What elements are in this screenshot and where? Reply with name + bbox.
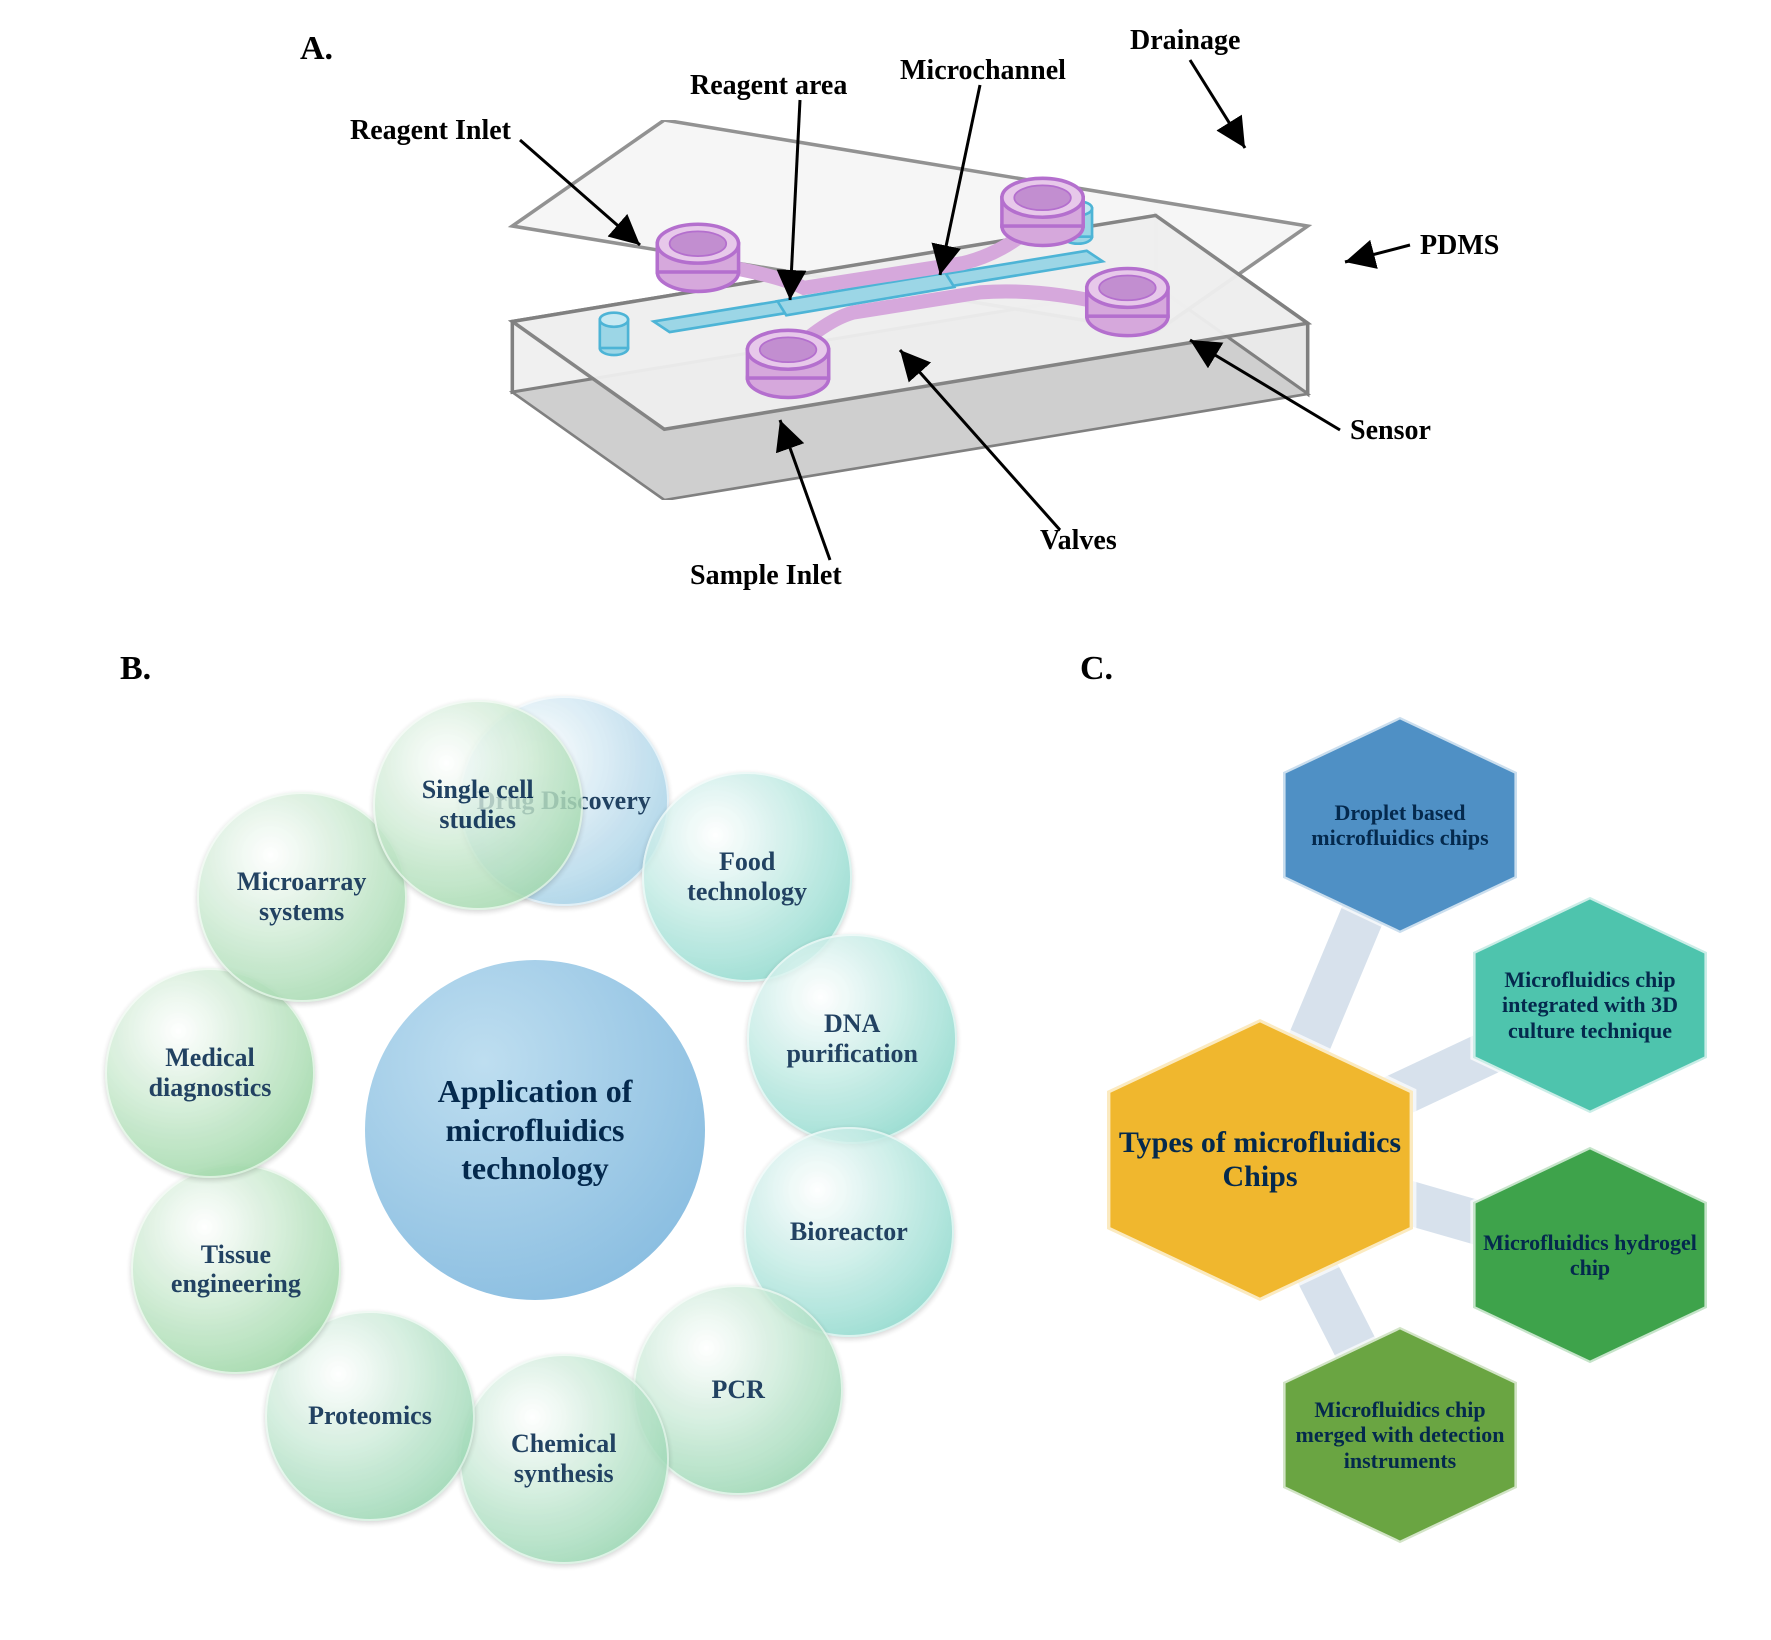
label-sample-inlet: Sample Inlet [690,560,842,592]
b-node-text-6: Proteomics [308,1401,432,1431]
b-node-7: Tissue engineering [131,1164,341,1374]
hex-center: Types of microfluidics Chips [1090,1010,1430,1310]
panel-a-label: A. [300,30,333,68]
label-drainage: Drainage [1130,25,1240,57]
b-center-text: Application of microfluidics technology [395,1072,675,1187]
b-node-text-5: Chemical synthesis [475,1429,653,1489]
b-node-text-9: Microarray systems [213,867,391,927]
well-top-right [1002,178,1083,245]
hex-label-2: Microfluidics hydrogel chip [1460,1230,1720,1281]
label-microchannel: Microchannel [900,55,1066,87]
label-reagent-inlet: Reagent Inlet [350,115,511,147]
b-node-text-4: PCR [711,1375,764,1405]
b-center-circle: Application of microfluidics technology [365,960,705,1300]
hex-label-3: Microfluidics chip merged with detection… [1270,1397,1530,1473]
hex-label-0: Droplet based microfluidics chips [1270,800,1530,851]
hex-label-center: Types of microfluidics Chips [1090,1126,1430,1195]
b-node-text-10: Single cell studies [389,775,567,835]
label-pdms: PDMS [1420,230,1499,262]
label-valves: Valves [1040,525,1117,557]
well-top-left [657,224,738,291]
hex-1: Microfluidics chip integrated with 3D cu… [1460,890,1720,1120]
b-node-5: Chemical synthesis [459,1354,669,1564]
b-node-text-1: Food technology [658,847,836,907]
chip-slab-svg [460,120,1360,500]
b-node-text-8: Medical diagnostics [121,1043,299,1103]
well-bottom-right [1087,268,1168,335]
b-node-text-2: DNA purification [763,1009,941,1069]
panel-c-types: C. Types of microfluidics ChipsDroplet b… [1050,650,1750,1600]
b-node-text-7: Tissue engineering [147,1240,325,1300]
panel-b-applications: B. Application of microfluidics technolo… [60,650,1010,1600]
b-node-text-3: Bioreactor [790,1217,908,1247]
hex-3: Microfluidics chip merged with detection… [1270,1320,1530,1550]
panel-a-microfluidic-chip: A. [260,30,1510,605]
b-node-2: DNA purification [747,934,957,1144]
label-reagent-area: Reagent area [690,70,847,102]
hex-label-1: Microfluidics chip integrated with 3D cu… [1460,967,1720,1043]
well-bottom-left [747,330,828,397]
b-node-10: Single cell studies [373,700,583,910]
label-sensor: Sensor [1350,415,1431,447]
